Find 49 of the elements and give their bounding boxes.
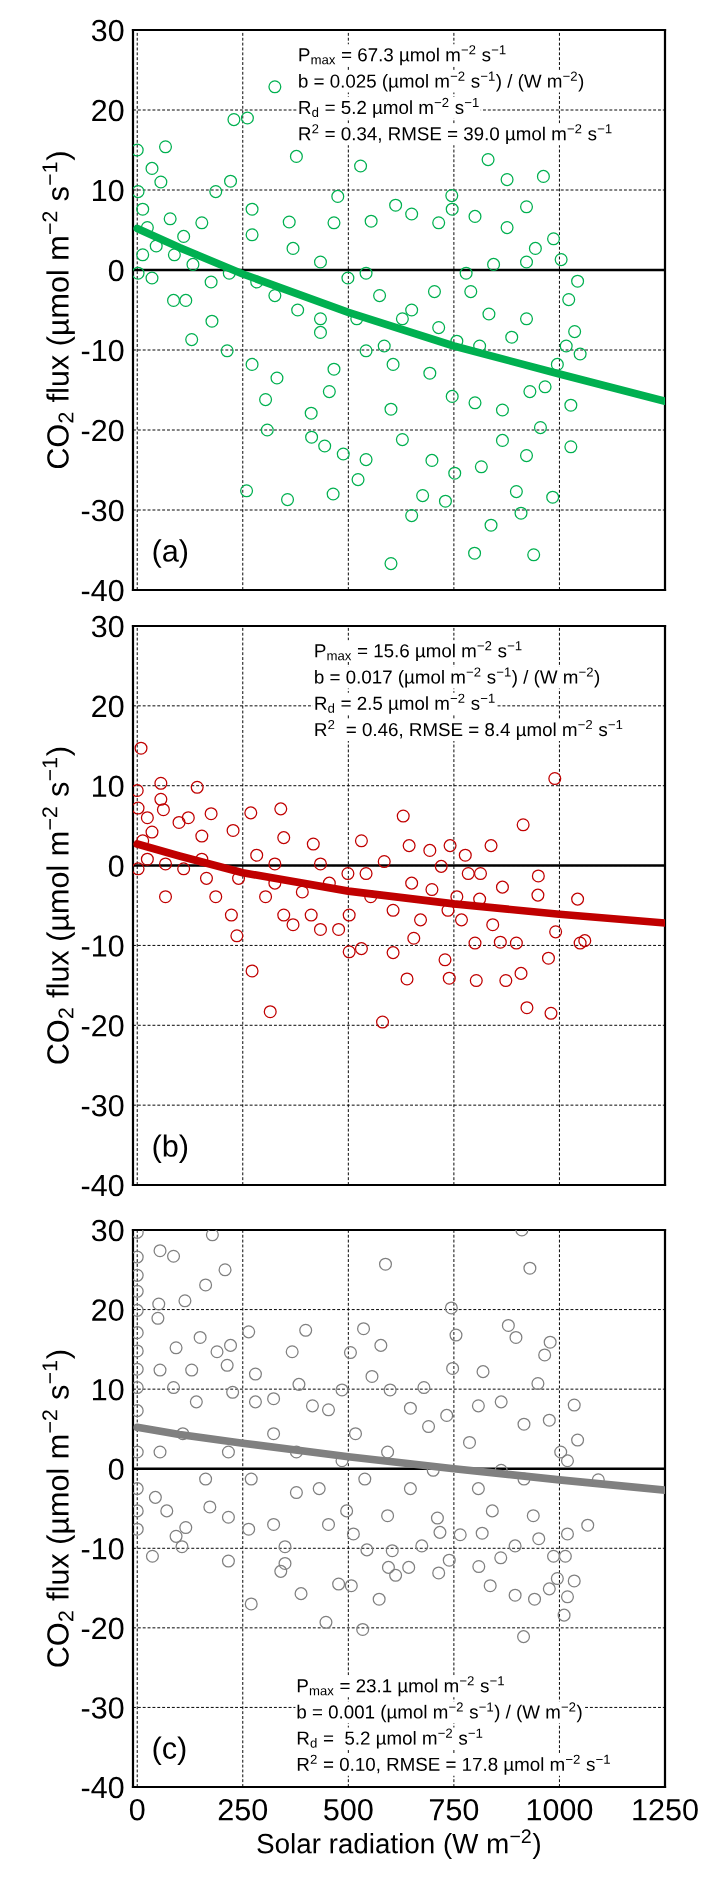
- y-axis-title: CO$_{2}$ flux (µmol m$^{−2}$ s$^{−1}$): [42, 1350, 75, 1667]
- y-tick-label: -10: [81, 339, 124, 362]
- y-tick-label: 30: [91, 1219, 124, 1242]
- annotation: R$^{2}$ = 0.10, RMSE = 17.8 µmol m$^{−2}$ s$^{−1}$: [297, 1754, 610, 1775]
- y-axis-title: CO$_{2}$ flux (µmol m$^{−2}$ s$^{−1}$): [42, 152, 75, 469]
- y-tick-label: 20: [92, 695, 124, 718]
- x-axis-title: Solar radiation (W m$^{−2}$): [257, 1829, 540, 1859]
- y-tick-label: -20: [81, 1015, 124, 1037]
- x-tick-label: 1250: [633, 1798, 698, 1821]
- annotation: R$_{d}$ = 2.5 µmol m$^{−2}$ s$^{−1}$: [315, 693, 495, 714]
- x-tick-label: 750: [429, 1798, 479, 1821]
- y-tick-label: 30: [91, 19, 124, 42]
- y-tick-label: 10: [93, 179, 124, 202]
- annotation: P$_{max}$ = 15.6 µmol m$^{−2}$ s$^{−1}$: [315, 641, 522, 662]
- y-tick-label: -40: [81, 1174, 124, 1197]
- y-tick-label: -10: [81, 1538, 124, 1560]
- annotation: P$_{max}$ = 67.3 µmol m$^{−2}$ s$^{−1}$: [299, 45, 506, 66]
- y-tick-label: 20: [92, 1299, 124, 1321]
- annotation: R$_{d}$ = 5.2 µmol m$^{−2}$ s$^{−1}$: [299, 97, 479, 118]
- x-tick-label: 250: [218, 1798, 268, 1821]
- y-tick-label: -30: [81, 1094, 124, 1117]
- y-tick-label: -30: [81, 1697, 124, 1719]
- annotation: b = 0.017 (µmol m$^{−2}$ s$^{−1}$) / (W m$^{−2}$): [315, 667, 600, 688]
- y-tick-label: 20: [92, 99, 124, 122]
- y-tick-label: 0: [108, 1458, 124, 1481]
- annotation: (a): [153, 539, 188, 568]
- y-tick-label: -20: [81, 419, 124, 442]
- y-tick-label: 0: [108, 855, 124, 877]
- y-tick-label: -20: [81, 1617, 124, 1640]
- annotation: (b): [153, 1134, 188, 1163]
- y-tick-label: -40: [81, 579, 124, 602]
- y-tick-label: 0: [108, 259, 124, 282]
- annotation: P$_{max}$ = 23.1 µmol m$^{−2}$ s$^{−1}$: [297, 1676, 504, 1697]
- y-tick-label: -30: [81, 499, 124, 522]
- x-tick-label: 500: [324, 1798, 373, 1821]
- y-tick-label: 10: [93, 1378, 124, 1401]
- annotation: (c): [153, 1736, 186, 1766]
- x-tick-label: 1000: [527, 1798, 593, 1821]
- y-axis-title: CO$_{2}$ flux (µmol m$^{−2}$ s$^{−1}$): [42, 747, 75, 1064]
- annotation: R$^{2}$ = 0.46, RMSE = 8.4 µmol m$^{−2}$ s$^{−1}$: [315, 719, 623, 740]
- annotation: R$_{d}$ = 5.2 µmol m$^{−2}$ s$^{−1}$: [297, 1728, 483, 1749]
- y-tick-label: -10: [81, 935, 124, 957]
- y-tick-label: 10: [93, 775, 124, 798]
- annotation: b = 0.025 (µmol m$^{−2}$ s$^{−1}$) / (W m$^{−2}$): [299, 71, 584, 92]
- annotation: R$^{2}$ = 0.34, RMSE = 39.0 µmol m$^{−2}$ s$^{−1}$: [299, 124, 612, 145]
- y-tick-label: 30: [91, 615, 124, 638]
- y-tick-label: -40: [81, 1776, 124, 1799]
- x-tick-label: 0: [129, 1798, 145, 1821]
- annotation: b = 0.001 (µmol m$^{−2}$ s$^{−1}$) / (W m$^{−2}$): [297, 1702, 582, 1723]
